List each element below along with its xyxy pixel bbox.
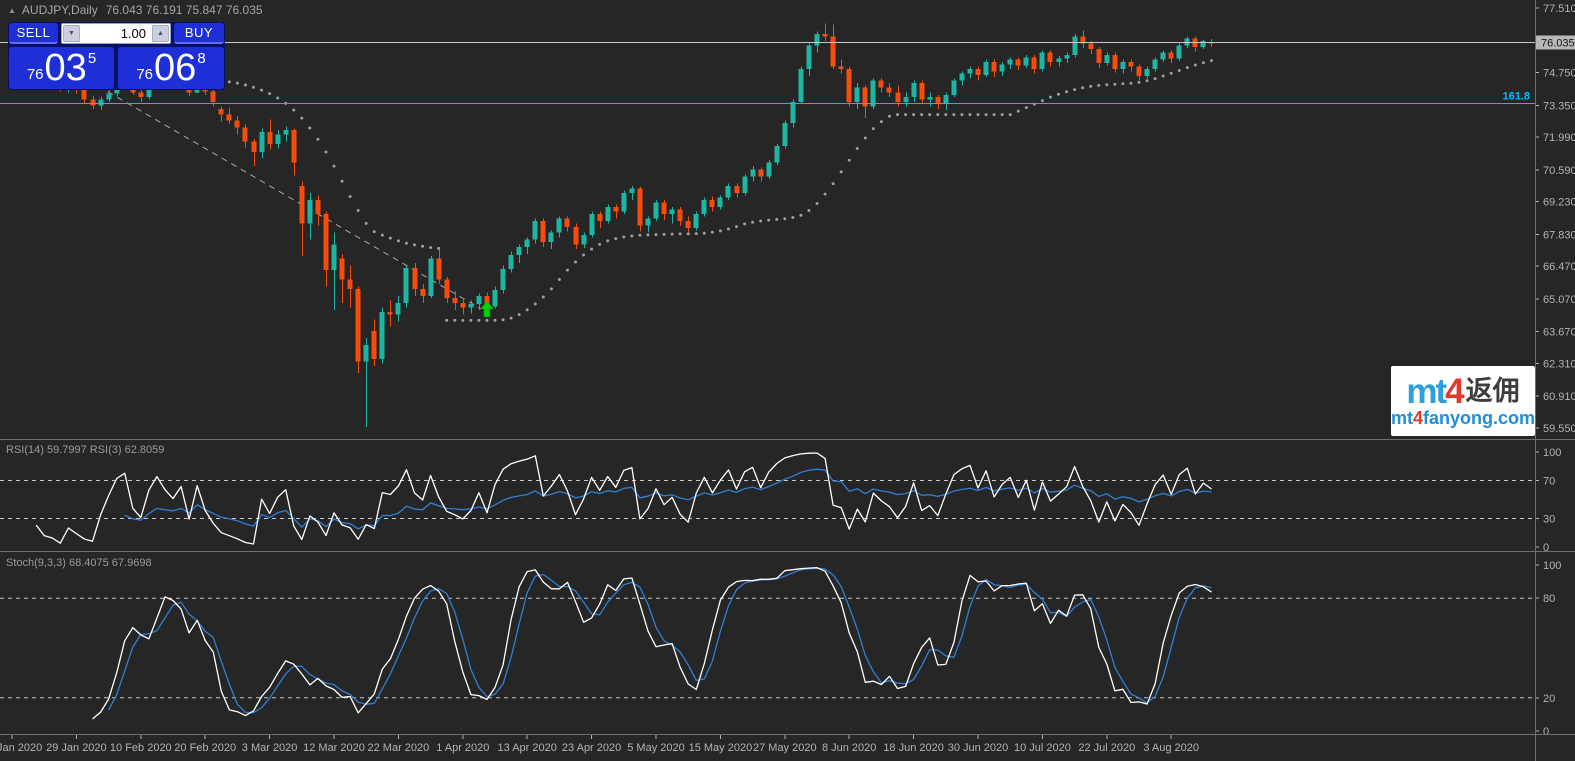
svg-text:10 Feb 2020: 10 Feb 2020 (110, 742, 172, 754)
svg-text:30 Jun 2020: 30 Jun 2020 (948, 742, 1009, 754)
site-mt: mt (1390, 407, 1413, 428)
svg-text:71.990: 71.990 (1543, 132, 1575, 144)
broker-watermark: mt 4 返佣 mt4fanyong.com (1391, 366, 1535, 436)
svg-text:22 Jul 2020: 22 Jul 2020 (1078, 742, 1135, 754)
buy-price-prefix: 76 (136, 66, 154, 83)
svg-text:66.470: 66.470 (1543, 261, 1575, 273)
svg-text:3 Mar 2020: 3 Mar 2020 (242, 742, 298, 754)
svg-text:73.350: 73.350 (1543, 100, 1575, 112)
rsi-indicator-label: RSI(14) 59.7997 RSI(3) 62.8059 (6, 444, 165, 456)
panel-divider-rsi-stoch[interactable] (0, 551, 1575, 552)
svg-text:20 Feb 2020: 20 Feb 2020 (174, 742, 236, 754)
symbol-period-label: AUDJPY,Daily (21, 3, 98, 17)
rsi-indicator-panel[interactable]: 100 70 30 0 (0, 440, 1575, 554)
chart-title: ▲ AUDJPY,Daily 76.043 76.191 75.847 76.0… (8, 3, 263, 17)
panel-divider-stoch-time[interactable] (0, 734, 1575, 735)
svg-text:17 Jan 2020: 17 Jan 2020 (0, 742, 42, 754)
svg-text:23 Apr 2020: 23 Apr 2020 (562, 742, 621, 754)
svg-text:74.750: 74.750 (1543, 68, 1575, 80)
svg-text:15 May 2020: 15 May 2020 (689, 742, 753, 754)
lot-size-group: ▼ ▲ (61, 23, 171, 44)
svg-text:76.035: 76.035 (1541, 37, 1575, 49)
svg-text:0: 0 (1543, 726, 1549, 738)
price-axis-border (1535, 0, 1536, 761)
svg-text:29 Jan 2020: 29 Jan 2020 (46, 742, 107, 754)
svg-text:1 Apr 2020: 1 Apr 2020 (436, 742, 489, 754)
sell-price-main: 03 (44, 46, 87, 89)
svg-text:60.910: 60.910 (1543, 391, 1575, 403)
svg-text:63.670: 63.670 (1543, 327, 1575, 339)
panel-divider-main-rsi[interactable] (0, 439, 1575, 440)
svg-text:69.230: 69.230 (1543, 197, 1575, 209)
logo-chinese-text: 返佣 (1465, 375, 1520, 406)
svg-text:77.510: 77.510 (1543, 3, 1575, 15)
stochastic-indicator-panel[interactable]: 100 80 20 0 (0, 552, 1575, 738)
site-4: 4 (1412, 407, 1423, 428)
svg-text:5 May 2020: 5 May 2020 (627, 742, 684, 754)
buy-price-pip: 8 (197, 50, 206, 67)
one-click-trading-panel: SELL ▼ ▲ BUY 76 03 5 76 06 8 (8, 22, 225, 90)
watermark-site: mt4fanyong.com (1390, 407, 1536, 429)
svg-text:30: 30 (1543, 514, 1555, 526)
stoch-indicator-label: Stoch(9,3,3) 68.4075 67.9698 (6, 557, 152, 569)
svg-text:20: 20 (1543, 693, 1555, 705)
sell-price-box[interactable]: 76 03 5 (9, 47, 114, 89)
ohlc-values-label: 76.043 76.191 75.847 76.035 (105, 3, 263, 17)
logo-4-text: 4 (1445, 371, 1464, 411)
logo-mt-text: mt (1406, 371, 1447, 411)
lot-decrease-button[interactable]: ▼ (63, 25, 80, 42)
sell-button[interactable]: SELL (9, 23, 58, 44)
svg-text:0: 0 (1543, 542, 1549, 554)
svg-text:3 Aug 2020: 3 Aug 2020 (1143, 742, 1199, 754)
collapse-panel-icon[interactable]: ▲ (8, 5, 16, 15)
svg-text:12 Mar 2020: 12 Mar 2020 (303, 742, 365, 754)
svg-text:100: 100 (1543, 560, 1561, 572)
lot-increase-button[interactable]: ▲ (152, 25, 169, 42)
main-price-chart[interactable]: 161.8 77.510 74.750 73.350 71.990 70.590 69.23… (0, 0, 1575, 439)
buy-button[interactable]: BUY (174, 23, 224, 44)
svg-text:59.550: 59.550 (1543, 423, 1575, 435)
svg-text:161.8: 161.8 (1502, 91, 1530, 103)
svg-text:80: 80 (1543, 593, 1555, 605)
svg-text:70.590: 70.590 (1543, 165, 1575, 177)
lot-size-input[interactable] (81, 24, 151, 43)
svg-text:8 Jun 2020: 8 Jun 2020 (822, 742, 876, 754)
svg-text:100: 100 (1543, 447, 1561, 459)
svg-text:65.070: 65.070 (1543, 294, 1575, 306)
site-rest: fanyong.com (1423, 407, 1536, 428)
svg-text:22 Mar 2020: 22 Mar 2020 (368, 742, 430, 754)
buy-price-box[interactable]: 76 06 8 (118, 47, 224, 89)
svg-text:13 Apr 2020: 13 Apr 2020 (498, 742, 557, 754)
sell-price-prefix: 76 (26, 66, 44, 83)
svg-text:27 May 2020: 27 May 2020 (753, 742, 817, 754)
svg-text:67.830: 67.830 (1543, 229, 1575, 241)
svg-text:62.310: 62.310 (1543, 358, 1575, 370)
svg-text:70: 70 (1543, 476, 1555, 488)
svg-text:10 Jul 2020: 10 Jul 2020 (1014, 742, 1071, 754)
sell-price-pip: 5 (87, 50, 97, 67)
buy-price-main: 06 (154, 46, 197, 89)
svg-text:18 Jun 2020: 18 Jun 2020 (883, 742, 944, 754)
watermark-logo: mt 4 返佣 (1406, 374, 1519, 409)
